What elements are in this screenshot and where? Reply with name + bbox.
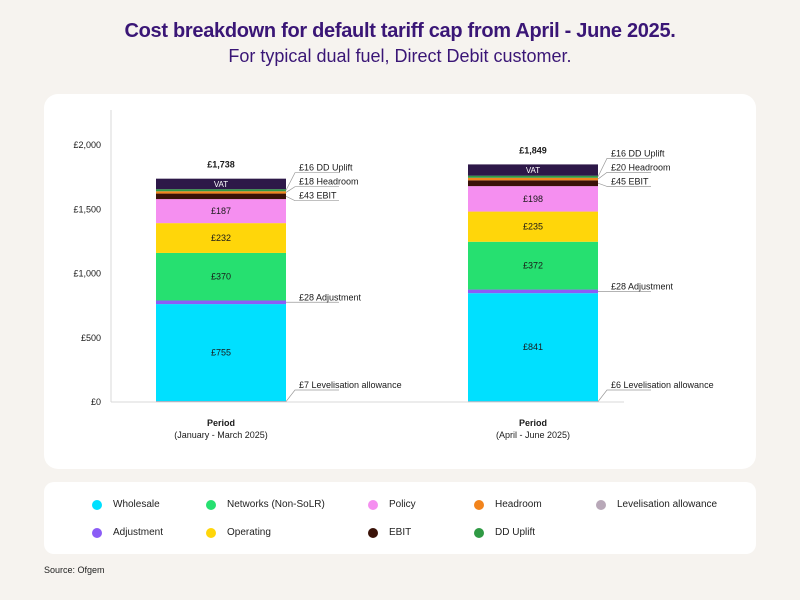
bar-segment-dd-uplift <box>468 175 598 178</box>
bar-segment-levelisation-allowance <box>156 401 286 402</box>
legend-label: Adjustment <box>113 527 164 538</box>
x-subcategory-label: (April - June 2025) <box>496 430 570 440</box>
y-tick-label: £1,000 <box>73 269 101 279</box>
segment-value-label: £372 <box>523 261 543 271</box>
y-tick-label: £500 <box>81 333 101 343</box>
segment-value-label: VAT <box>214 180 228 189</box>
bar-segment-wholesale <box>156 304 286 402</box>
legend-item-ebit: EBIT <box>368 527 411 538</box>
bar-segment-operating <box>468 211 598 242</box>
x-category-label: Period <box>207 418 235 428</box>
segment-value-label: £841 <box>523 342 543 352</box>
bar-segment-wholesale <box>468 293 598 402</box>
legend-item-wholesale: Wholesale <box>92 499 160 510</box>
bar-segment-operating <box>156 223 286 253</box>
x-category-label: Period <box>519 418 547 428</box>
callout-label: £18 Headroom <box>299 177 359 187</box>
legend-label: Policy <box>389 499 416 510</box>
callout-label: £7 Levelisation allowance <box>299 380 402 390</box>
callout-label: £28 Adjustment <box>611 281 674 291</box>
bar-total-label: £1,738 <box>207 160 235 170</box>
callout-leader-line <box>285 172 339 191</box>
wholesale-dot-icon <box>92 499 102 510</box>
legend-item-adjustment: Adjustment <box>92 527 163 538</box>
bar-segment-adjustment <box>156 300 286 305</box>
legend-label: DD Uplift <box>495 527 536 538</box>
segment-value-label: £232 <box>211 233 231 243</box>
bar-segment-levelisation-allowance <box>468 401 598 403</box>
legend-item-policy: Policy <box>368 499 416 510</box>
bar-segment-networks-non-solr <box>156 252 286 301</box>
legend-item-networks: Networks (Non-SoLR) <box>206 499 325 510</box>
bar-segment-vat <box>156 178 286 190</box>
legend-label: Wholesale <box>113 499 160 510</box>
stacked-bar-chart: £0 £500 £1,000 £1,500 £2,000 £755 £370 £232 £187… <box>73 110 714 440</box>
bar-segment-networks-non-solr <box>468 241 598 290</box>
segment-value-label: £198 <box>523 194 543 204</box>
callout-label: £43 EBIT <box>299 191 337 201</box>
chart-subtitle: For typical dual fuel, Direct Debit cust… <box>228 46 572 66</box>
legend-item-dd-uplift: DD Uplift <box>474 527 535 538</box>
x-subcategory-label: (January - March 2025) <box>174 430 268 440</box>
y-tick-label: £2,000 <box>73 140 101 150</box>
source-note: Source: Ofgem <box>44 565 105 575</box>
legend-label: Headroom <box>495 499 542 510</box>
callout-leader-line <box>597 158 651 177</box>
headroom-dot-icon <box>474 499 484 510</box>
callout-label: £16 DD Uplift <box>611 148 665 158</box>
callout-leader-line <box>597 182 651 187</box>
segment-value-label: £755 <box>211 348 231 358</box>
networks-dot-icon <box>206 499 216 510</box>
ebit-dot-icon <box>368 527 378 538</box>
callout-label: £16 DD Uplift <box>299 163 353 173</box>
legend-item-operating: Operating <box>206 527 271 538</box>
bar-segment-ebit <box>468 180 598 187</box>
bar-segment-policy <box>468 186 598 212</box>
callout-leader-line <box>285 389 339 402</box>
legend-item-levelisation: Levelisation allowance <box>596 499 717 510</box>
legend-item-headroom: Headroom <box>474 499 542 510</box>
callout-leader-line <box>597 172 651 180</box>
bar-segment-ebit <box>156 193 286 200</box>
callout-leader-line <box>597 389 651 402</box>
callout-label: £45 EBIT <box>611 176 649 186</box>
operating-dot-icon <box>206 527 216 538</box>
legend: Wholesale Networks (Non-SoLR) Policy Hea… <box>44 482 756 554</box>
bar-segment-adjustment <box>468 289 598 294</box>
y-tick-label: £1,500 <box>73 204 101 214</box>
callout-label: £20 Headroom <box>611 162 671 172</box>
segment-value-label: £370 <box>211 272 231 282</box>
bar-total-label: £1,849 <box>519 145 547 155</box>
callout-label: £6 Levelisation allowance <box>611 380 714 390</box>
y-tick-label: £0 <box>91 397 101 407</box>
bar-segment-headroom <box>468 177 598 181</box>
segment-value-label: VAT <box>526 166 540 175</box>
chart-title: Cost breakdown for default tariff cap fr… <box>124 20 676 42</box>
adjustment-dot-icon <box>92 527 102 538</box>
chart-card: £0 £500 £1,000 £1,500 £2,000 £755 £370 £232 £187… <box>44 94 756 469</box>
bar-segment-vat <box>468 164 598 176</box>
segment-value-label: £187 <box>211 206 231 216</box>
legend-label: Levelisation allowance <box>617 499 718 510</box>
policy-dot-icon <box>368 499 378 510</box>
bar-segment-headroom <box>156 191 286 194</box>
callout-leader-line <box>285 196 339 202</box>
legend-label: Operating <box>227 527 271 538</box>
callout-label: £28 Adjustment <box>299 292 362 302</box>
bar-segment-policy <box>156 199 286 224</box>
legend-label: EBIT <box>389 527 412 538</box>
legend-label: Networks (Non-SoLR) <box>227 499 325 510</box>
levelisation-dot-icon <box>596 499 606 510</box>
segment-value-label: £235 <box>523 222 543 232</box>
callout-leader-line <box>285 186 339 193</box>
bar-segment-dd-uplift <box>156 189 286 192</box>
dd-uplift-dot-icon <box>474 527 484 538</box>
